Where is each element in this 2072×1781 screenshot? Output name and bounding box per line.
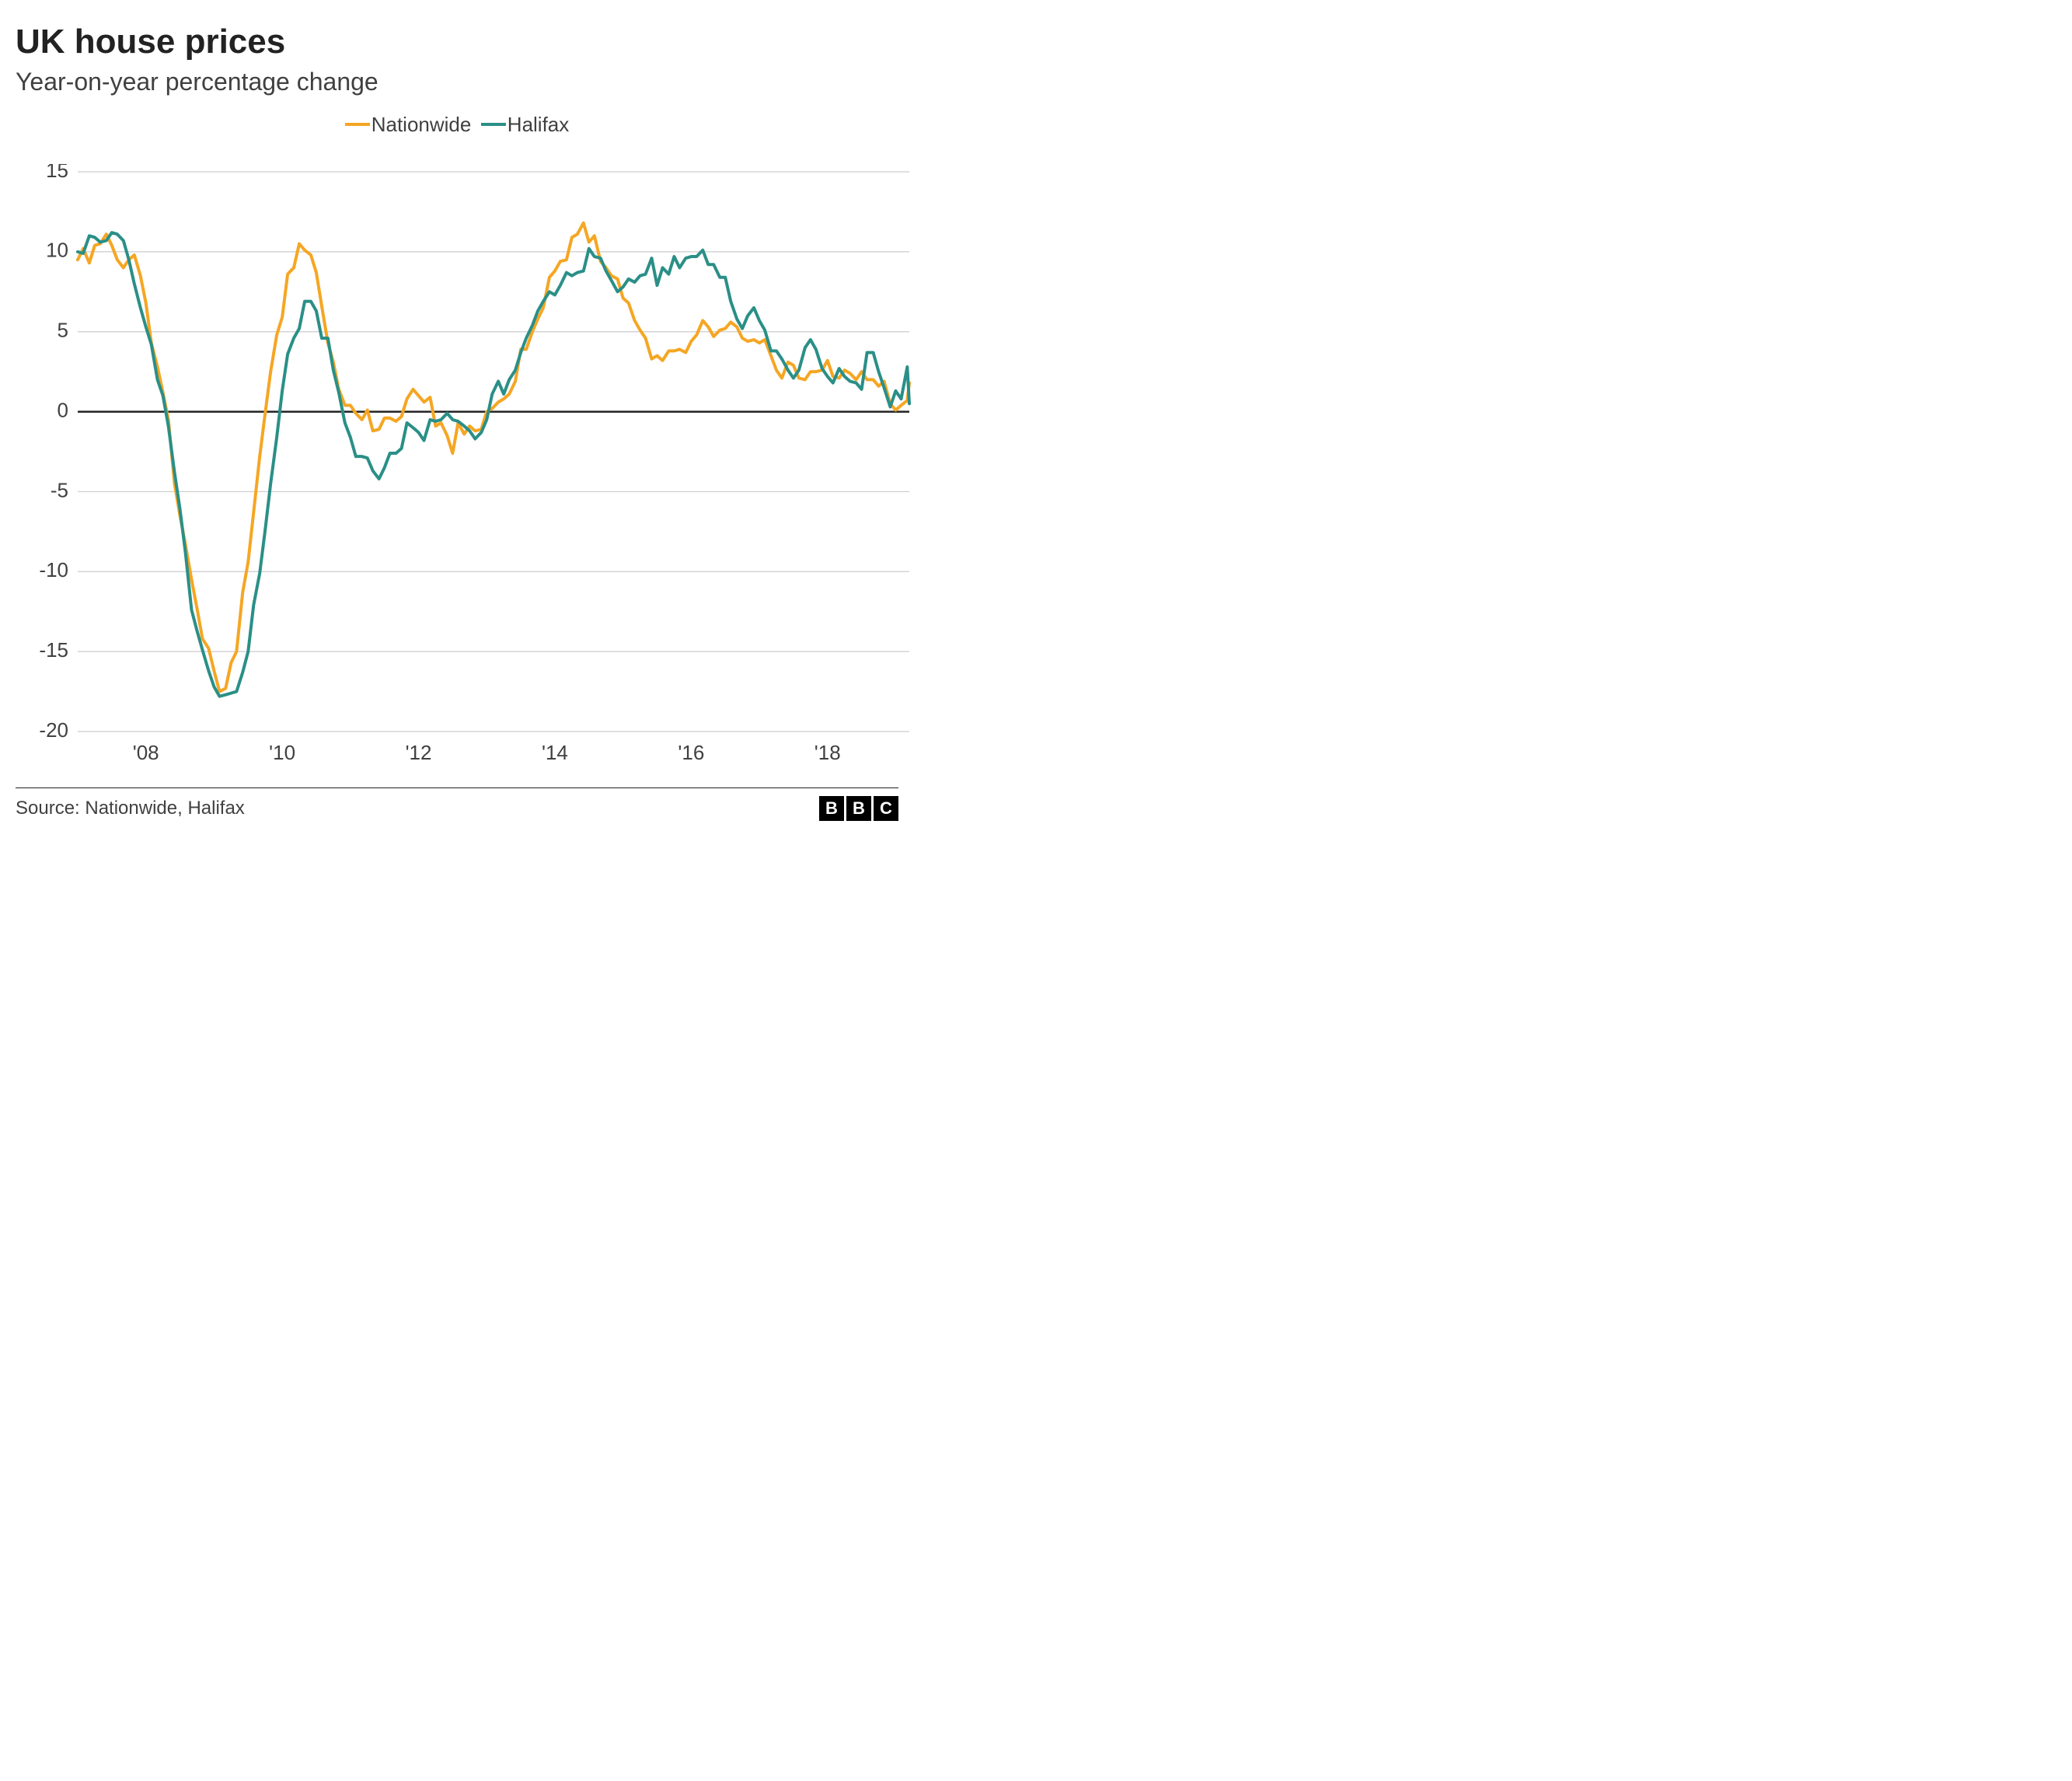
legend-item-halifax: Halifax xyxy=(481,113,569,137)
svg-text:0: 0 xyxy=(58,398,68,421)
svg-text:-5: -5 xyxy=(51,478,68,501)
legend-item-nationwide: Nationwide xyxy=(345,113,472,137)
svg-text:5: 5 xyxy=(58,318,68,341)
chart-subtitle: Year-on-year percentage change xyxy=(16,67,898,96)
svg-text:10: 10 xyxy=(46,239,68,262)
svg-text:15: 15 xyxy=(46,164,68,182)
bbc-c: C xyxy=(874,796,898,821)
svg-text:-20: -20 xyxy=(39,718,68,742)
svg-text:'14: '14 xyxy=(542,741,568,764)
chart-title: UK house prices xyxy=(16,23,898,61)
svg-text:'12: '12 xyxy=(406,741,432,764)
svg-text:'08: '08 xyxy=(133,741,159,764)
svg-text:'10: '10 xyxy=(269,741,295,764)
plot-area: -20 -15 -10 -5 0 5 10 15 '08 '10 '12 '14 '16 '18 xyxy=(16,164,898,778)
svg-text:-15: -15 xyxy=(39,638,68,662)
legend-swatch-nationwide xyxy=(345,123,370,126)
chart-footer: Source: Nationwide, Halifax B B C xyxy=(16,787,898,821)
legend-label-halifax: Halifax xyxy=(508,113,569,136)
bbc-logo: B B C xyxy=(819,796,898,821)
svg-text:-10: -10 xyxy=(39,558,68,581)
chart-container: UK house prices Year-on-year percentage … xyxy=(0,0,914,836)
source-text: Source: Nationwide, Halifax xyxy=(16,798,245,819)
legend: Nationwide Halifax xyxy=(16,113,898,137)
line-chart-svg: -20 -15 -10 -5 0 5 10 15 '08 '10 '12 '14 '16 '18 xyxy=(16,164,925,774)
bbc-b1: B xyxy=(819,796,844,821)
legend-label-nationwide: Nationwide xyxy=(371,113,472,136)
bbc-b2: B xyxy=(846,796,871,821)
legend-swatch-halifax xyxy=(481,123,506,126)
svg-text:'16: '16 xyxy=(678,741,704,764)
svg-text:'18: '18 xyxy=(814,741,841,764)
